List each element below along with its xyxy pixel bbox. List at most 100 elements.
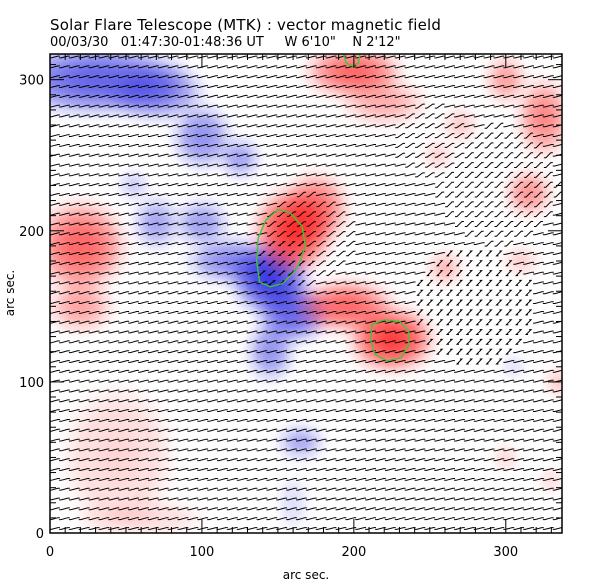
field-vector	[513, 409, 525, 412]
field-vector	[187, 448, 199, 452]
field-vector	[404, 311, 416, 314]
field-vector	[384, 311, 396, 314]
field-vector	[384, 163, 396, 167]
field-vector	[78, 379, 90, 383]
field-vector	[425, 103, 435, 109]
field-vector	[78, 399, 90, 403]
field-vector	[138, 153, 149, 157]
field-vector	[217, 487, 228, 491]
field-vector	[375, 497, 386, 501]
field-vector	[177, 212, 189, 216]
field-vector	[68, 65, 80, 69]
field-vector	[494, 142, 504, 149]
field-vector	[473, 468, 485, 471]
field-vector	[138, 487, 149, 491]
field-vector	[335, 438, 347, 442]
field-vector	[315, 350, 327, 354]
field-vector	[167, 153, 179, 157]
field-vector	[226, 222, 238, 226]
field-vector	[98, 124, 110, 128]
field-vector	[157, 399, 169, 403]
field-vector	[138, 114, 149, 118]
field-vector	[533, 468, 544, 471]
field-vector	[217, 65, 228, 69]
field-vector	[384, 193, 396, 196]
field-vector	[335, 330, 347, 334]
field-vector	[286, 409, 297, 412]
field-vector	[552, 409, 562, 412]
field-vector	[207, 202, 218, 206]
field-vector	[207, 281, 218, 285]
field-vector	[524, 201, 534, 208]
field-vector	[424, 261, 436, 265]
field-vector	[444, 65, 455, 69]
field-vector	[315, 193, 327, 196]
field-vector	[335, 291, 347, 295]
field-vector	[384, 428, 396, 432]
negative-polarity-region	[218, 137, 261, 180]
field-vector	[325, 448, 337, 452]
field-vector	[474, 181, 484, 188]
field-vector	[404, 419, 416, 422]
field-vector	[355, 330, 367, 334]
field-vector	[88, 360, 100, 363]
field-vector	[424, 232, 436, 236]
field-vector	[177, 517, 189, 521]
field-vector	[404, 75, 416, 79]
field-vector	[296, 191, 307, 198]
field-vector	[375, 291, 386, 295]
field-vector	[296, 379, 307, 383]
field-vector	[68, 448, 80, 452]
field-vector	[147, 438, 159, 442]
field-vector	[68, 409, 80, 412]
field-vector	[426, 329, 434, 335]
field-vector	[504, 221, 514, 227]
field-vector	[177, 428, 189, 432]
field-vector	[226, 261, 238, 265]
field-vector	[504, 230, 514, 237]
field-vector	[325, 369, 337, 373]
field-vector	[424, 75, 436, 79]
field-vector	[157, 212, 169, 216]
field-vector	[98, 222, 110, 226]
field-vector	[384, 212, 396, 216]
field-vector	[414, 261, 426, 265]
field-vector	[345, 409, 357, 412]
field-vector	[128, 379, 139, 383]
field-vector	[187, 478, 199, 481]
field-vector	[523, 114, 534, 118]
field-vector	[473, 507, 485, 511]
field-vector	[256, 350, 268, 354]
field-vector	[246, 291, 258, 295]
field-vector	[345, 114, 357, 118]
field-vector	[236, 340, 248, 344]
field-vector	[78, 448, 90, 452]
field-vector	[167, 438, 179, 442]
field-vector	[177, 183, 189, 187]
field-vector	[59, 75, 70, 79]
field-vector	[542, 281, 554, 285]
x-axis-title: arc sec.	[283, 568, 329, 582]
field-vector	[552, 438, 562, 442]
field-vector	[147, 144, 159, 147]
field-vector	[187, 183, 199, 187]
field-vector	[177, 379, 189, 383]
field-vector	[463, 104, 475, 108]
field-vector	[375, 487, 386, 491]
field-vector	[59, 487, 70, 491]
field-vector	[404, 232, 416, 236]
field-vector	[542, 320, 554, 324]
field-vector	[108, 193, 120, 196]
field-vector	[305, 507, 317, 511]
field-vector	[128, 360, 139, 363]
field-vector	[118, 448, 130, 452]
field-vector	[98, 320, 110, 324]
field-vector	[465, 270, 474, 277]
field-vector	[494, 221, 504, 227]
field-vector	[108, 173, 120, 177]
field-vector	[78, 409, 90, 412]
field-vector	[414, 85, 426, 88]
field-vector	[197, 399, 209, 403]
field-vector	[138, 428, 149, 432]
field-vector	[59, 193, 70, 196]
